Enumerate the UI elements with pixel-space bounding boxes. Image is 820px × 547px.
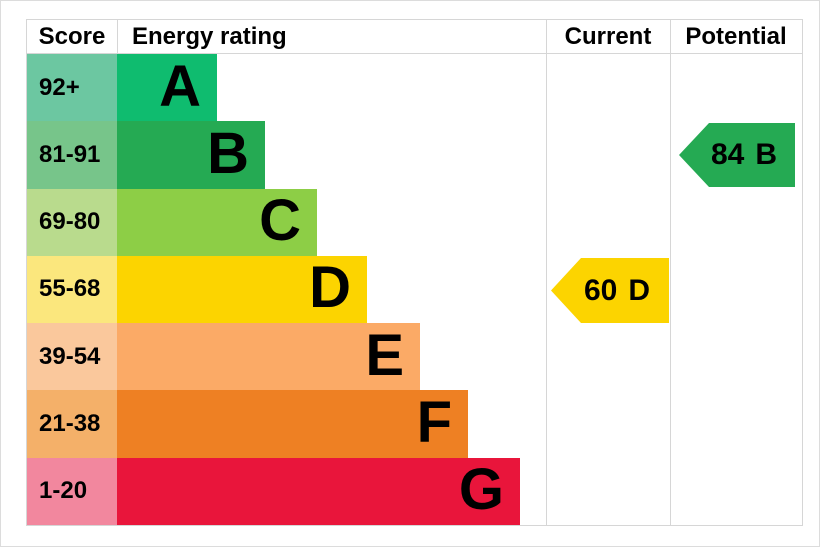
band-letter-d: D — [309, 255, 351, 321]
band-row-b: 81-91 B — [27, 120, 802, 189]
band-letter-a: A — [159, 53, 201, 119]
band-bar-f: F — [117, 390, 468, 458]
band-row-c: 69-80 C — [27, 188, 802, 256]
score-range-g: 1-20 — [27, 457, 117, 525]
band-letter-f: F — [416, 390, 452, 456]
column-divider-current — [546, 20, 547, 525]
score-range-c: 69-80 — [27, 188, 117, 256]
band-bar-a: A — [117, 53, 217, 122]
potential-rating-band: B — [755, 138, 778, 171]
band-row-d: 55-68 D — [27, 255, 802, 324]
band-letter-e: E — [365, 322, 404, 388]
band-bar-c: C — [117, 188, 317, 256]
header-current: Current — [564, 23, 652, 50]
score-range-d: 55-68 — [27, 255, 117, 324]
potential-rating-value: 84 — [710, 138, 745, 171]
score-range-f: 21-38 — [27, 390, 117, 458]
band-row-g: 1-20 G — [27, 457, 802, 525]
band-letter-b: B — [207, 120, 249, 186]
current-rating-band: D — [628, 273, 651, 307]
band-bar-g: G — [117, 457, 520, 525]
band-bar-b: B — [117, 120, 265, 189]
table-header: Score Energy rating Current Potential — [27, 20, 802, 54]
band-row-a: 92+ A — [27, 53, 802, 122]
header-score: Score — [38, 23, 106, 50]
header-potential: Potential — [685, 23, 787, 50]
column-divider-potential — [670, 20, 671, 525]
score-range-e: 39-54 — [27, 323, 117, 391]
band-bar-d: D — [117, 255, 367, 324]
band-row-e: 39-54 E — [27, 322, 802, 391]
score-range-a: 92+ — [27, 54, 117, 122]
current-rating-value: 60 — [583, 273, 618, 307]
band-letter-g: G — [458, 457, 504, 523]
band-rows: 92+ A 81-91 B 69-80 C 55-68 D — [27, 54, 802, 525]
epc-table: Score Energy rating Current Potential 92… — [26, 19, 803, 526]
band-letter-c: C — [259, 188, 301, 254]
band-row-f: 21-38 F — [27, 390, 802, 458]
band-bar-e: E — [117, 322, 420, 391]
score-range-b: 81-91 — [27, 121, 117, 189]
column-divider-score — [117, 20, 118, 54]
header-energy-rating: Energy rating — [132, 23, 287, 50]
